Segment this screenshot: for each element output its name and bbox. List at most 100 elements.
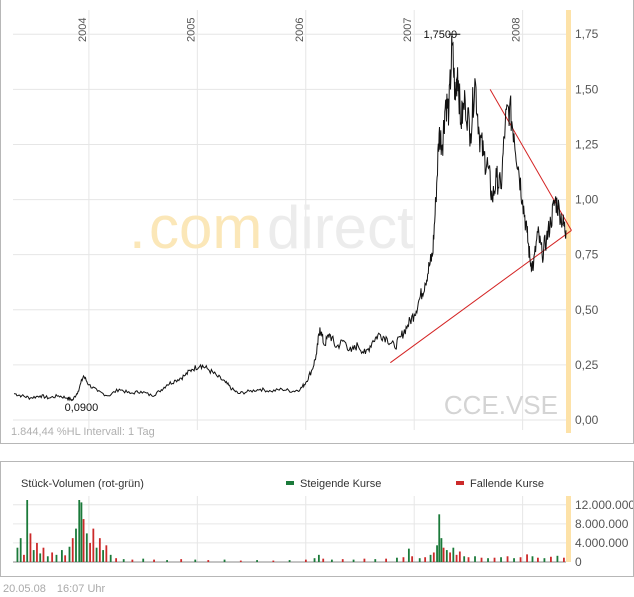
volume-bar-21 — [89, 542, 91, 562]
volume-bar-3 — [26, 500, 29, 562]
volume-bar-52 — [396, 557, 398, 562]
low-annotation: 0,0900 — [65, 402, 99, 414]
volume-axis-labels: 0 4.000.000 8.000.000 12.000.000 — [575, 498, 633, 569]
volume-bar-83 — [550, 556, 552, 562]
volume-bar-80 — [531, 556, 534, 562]
volume-bar-70 — [467, 557, 470, 562]
volume-bar-63 — [442, 547, 445, 562]
legend-rising-label: Steigende Kurse — [300, 478, 381, 490]
volume-bar-14 — [68, 546, 71, 562]
volume-bar-48 — [352, 559, 355, 562]
volume-bar-58 — [429, 554, 432, 562]
volume-bar-34 — [180, 559, 183, 562]
volume-bar-68 — [458, 551, 461, 562]
volume-bar-82 — [543, 558, 546, 562]
volume-bar-18 — [80, 502, 83, 562]
volume-bar-65 — [449, 552, 451, 562]
volume-bar-27 — [109, 554, 112, 562]
volume-bar-59 — [432, 552, 435, 562]
volume-bar-51 — [385, 558, 388, 562]
volume-bar-11 — [55, 554, 58, 562]
legend-falling-swatch — [456, 481, 464, 485]
volume-bar-79 — [526, 554, 528, 562]
volume-bar-31 — [142, 558, 145, 562]
volume-bar-72 — [480, 557, 483, 562]
volume-bar-29 — [122, 559, 125, 562]
price-grid — [13, 10, 566, 430]
volume-bar-60 — [436, 545, 438, 562]
price-tick-label-3: 0,75 — [575, 248, 599, 262]
volume-bar-73 — [487, 558, 489, 562]
volume-bars — [16, 500, 565, 562]
volume-bar-28 — [115, 558, 118, 562]
volume-tick-label-2: 8.000.000 — [575, 517, 629, 531]
volume-bar-64 — [445, 550, 448, 562]
volume-bar-75 — [500, 557, 502, 562]
volume-bar-41 — [288, 560, 291, 562]
volume-bar-50 — [374, 559, 377, 562]
volume-bar-38 — [239, 560, 242, 562]
comdirect-watermark: . com direct — [129, 194, 414, 261]
volume-bar-4 — [29, 533, 32, 562]
volume-bar-16 — [75, 528, 77, 562]
stats-label: 1.844,44 %HL Intervall: 1 Tag — [11, 426, 155, 438]
volume-bar-62 — [440, 538, 443, 562]
year-label-4: 2008 — [511, 18, 523, 42]
volume-bar-20 — [85, 533, 88, 562]
price-tick-label-0: 0,00 — [575, 413, 599, 427]
volume-bar-26 — [105, 545, 108, 562]
volume-bar-10 — [51, 552, 54, 562]
year-label-3: 2007 — [402, 18, 414, 42]
volume-bar-84 — [556, 555, 559, 562]
volume-bar-39 — [256, 560, 258, 562]
volume-bar-1 — [19, 538, 22, 562]
volume-bar-42 — [304, 559, 307, 562]
price-tick-label-4: 1,00 — [575, 193, 599, 207]
volume-title: Stück-Volumen (rot-grün) — [21, 478, 144, 490]
volume-bar-7 — [39, 553, 42, 562]
volume-bar-35 — [194, 559, 197, 562]
high-annotation: 1,7500 — [423, 29, 457, 41]
price-tick-label-7: 1,75 — [575, 27, 599, 41]
volume-bar-37 — [223, 559, 226, 562]
volume-bar-32 — [153, 559, 155, 562]
price-chart-panel: . com direct 2004 2005 2006 2007 2008 0,00 0,… — [0, 0, 634, 444]
volume-bar-81 — [537, 557, 539, 562]
price-chart: . com direct 2004 2005 2006 2007 2008 0,000,… — [11, 10, 599, 438]
price-tick-label-2: 0,50 — [575, 303, 599, 317]
watermark-direct: direct — [267, 194, 414, 261]
volume-bar-55 — [411, 556, 414, 562]
price-series-line — [13, 35, 567, 402]
volume-bar-44 — [317, 554, 320, 562]
volume-bar-25 — [102, 550, 104, 562]
volume-bar-36 — [207, 560, 210, 562]
volume-bar-12 — [60, 550, 63, 562]
price-annotations: 1,7500 0,0900 — [65, 29, 461, 414]
year-label-1: 2005 — [185, 18, 197, 42]
volume-bar-22 — [92, 528, 95, 562]
volume-bar-15 — [71, 538, 74, 562]
volume-bar-8 — [42, 547, 45, 562]
volume-bar-53 — [402, 557, 405, 562]
volume-tick-label-0: 0 — [575, 555, 582, 569]
price-axis-labels: 0,00 0,25 0,50 0,75 1,00 1,25 1,50 1,75 — [575, 27, 599, 427]
volume-bar-77 — [513, 558, 515, 562]
volume-chart-panel: Stück-Volumen (rot-grün) Steigende Kurse… — [0, 461, 634, 577]
legend-falling-label: Fallende Kurse — [470, 478, 544, 490]
timestamp-footer: 20.05.08 16:07 Uhr — [3, 583, 113, 595]
volume-bar-17 — [78, 500, 81, 562]
footer-time: 16:07 Uhr — [56, 583, 106, 595]
volume-bar-69 — [463, 556, 466, 562]
legend-rising-swatch — [286, 481, 294, 485]
volume-bar-46 — [330, 559, 333, 562]
year-labels: 2004 2005 2006 2007 2008 — [77, 18, 523, 42]
current-marker-band — [566, 10, 571, 433]
volume-bar-19 — [82, 519, 85, 562]
volume-bar-61 — [438, 514, 441, 562]
volume-bar-57 — [424, 557, 427, 562]
volume-bar-0 — [16, 547, 19, 562]
volume-bar-30 — [131, 559, 134, 562]
trendline-1 — [390, 230, 572, 364]
price-tick-label-5: 1,25 — [575, 137, 599, 151]
watermark-com: com — [149, 194, 262, 261]
